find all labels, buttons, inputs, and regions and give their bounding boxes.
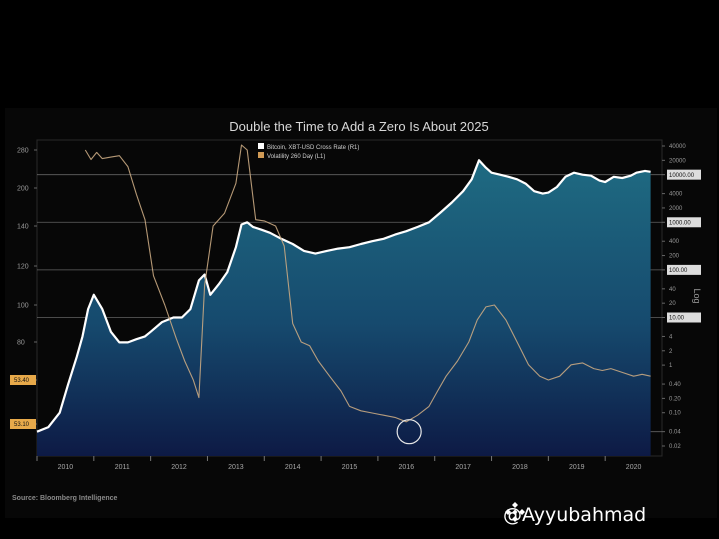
x-tick-label-2011: 2011 [115,464,130,471]
legend-swatch-bitcoin [258,143,264,149]
series-layer [36,144,651,457]
x-tick-label-2017: 2017 [455,464,471,471]
right-tick-label-16: 0.20 [669,396,681,402]
legend-swatch-volatility [258,152,264,158]
right-tick-label-4: 2000 [669,206,683,212]
x-tick-label-2018: 2018 [512,464,528,471]
right-tick-label-10: 20 [669,301,676,307]
left-tick-label-1: 200 [17,186,29,193]
right-tick-label-7: 200 [669,254,680,260]
left-tick-label-5: 80 [17,340,25,347]
left-badge-label-0: 53.40 [14,378,30,384]
left-tick-label-4: 100 [17,303,29,310]
left-tick-label-0: 280 [17,148,29,155]
axis-badges: 53.40 53.10 10000.00 1000.00 100.00 10.00 [10,169,701,429]
left-badge-label-1: 53.10 [14,422,30,428]
right-badge-label-0: 10000.00 [669,173,695,179]
x-tick-label-2014: 2014 [285,464,301,471]
left-badge-0 [10,375,36,385]
left-badge-1 [10,419,36,429]
right-tick-label-1: 20000 [669,158,686,164]
right-tick-label-15: 0.40 [669,382,681,388]
right-badge-3 [667,312,701,323]
right-tick-label-14: 1 [669,363,673,369]
right-tick-label-19: 0.02 [669,444,681,450]
legend: Bitcoin, XBT-USD Cross Rate (R1) Volatil… [258,143,359,160]
series-bitcoin-line [36,159,651,433]
right-tick-label-3: 4000 [669,192,683,198]
right-tick-label-9: 40 [669,287,676,293]
right-badge-label-2: 100.00 [669,268,688,274]
x-tick-label-2016: 2016 [399,464,415,471]
right-tick-label-17: 0.10 [669,411,681,417]
chart-title: Double the Time to Add a Zero Is About 2… [229,119,488,134]
right-axis-label: Log [692,288,702,303]
right-tick-label-12: 4 [669,334,673,340]
x-tick-label-2012: 2012 [171,464,187,471]
watermark-handle: @Ayyubahmad [503,504,647,526]
right-badge-2 [667,264,701,275]
right-badge-label-3: 10.00 [669,316,685,322]
right-tick-label-13: 2 [669,349,673,355]
left-tick-label-3: 120 [17,264,29,271]
x-tick-label-2020: 2020 [626,464,642,471]
legend-label-bitcoin: Bitcoin, XBT-USD Cross Rate (R1) [267,145,359,151]
x-axis: 2010 2011 2012 2013 2014 2015 2016 2017 2018 2019… [36,456,642,471]
right-badge-label-1: 1000.00 [669,220,691,226]
right-tick-label-18: 0.04 [669,430,681,436]
right-tick-label-6: 400 [669,239,680,245]
x-tick-label-2010: 2010 [58,464,74,471]
x-tick-label-2019: 2019 [569,464,585,471]
annotation-circle [396,419,422,445]
binance-diamond-icon [505,502,525,522]
right-tick-label-0: 40000 [669,144,686,150]
right-badge-1 [667,217,701,228]
watermark: @Ayyubahmad [503,500,646,530]
x-tick-label-2013: 2013 [228,464,244,471]
source-note: Source: Bloomberg Intelligence [12,495,118,502]
right-badge-0 [667,169,701,180]
x-tick-label-2015: 2015 [342,464,358,471]
left-axis: 280200140120100806040 [17,148,37,429]
right-axis: 4000020000100004000200010004002001004020… [662,144,686,450]
series-volatility-line [84,144,651,423]
series-bitcoin-area [37,160,651,457]
legend-label-volatility: Volatility 260 Day (L1) [267,154,325,160]
left-tick-label-2: 140 [17,224,29,231]
